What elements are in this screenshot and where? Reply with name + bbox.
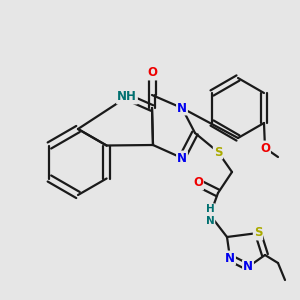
- Text: N: N: [177, 101, 187, 115]
- Text: S: S: [254, 226, 262, 239]
- Text: O: O: [147, 67, 157, 80]
- Text: NH: NH: [117, 91, 137, 103]
- Text: O: O: [260, 142, 270, 154]
- Text: N: N: [243, 260, 253, 274]
- Text: S: S: [214, 146, 222, 158]
- Text: H
N: H N: [206, 204, 214, 226]
- Text: O: O: [193, 176, 203, 190]
- Text: N: N: [177, 152, 187, 164]
- Text: N: N: [225, 251, 235, 265]
